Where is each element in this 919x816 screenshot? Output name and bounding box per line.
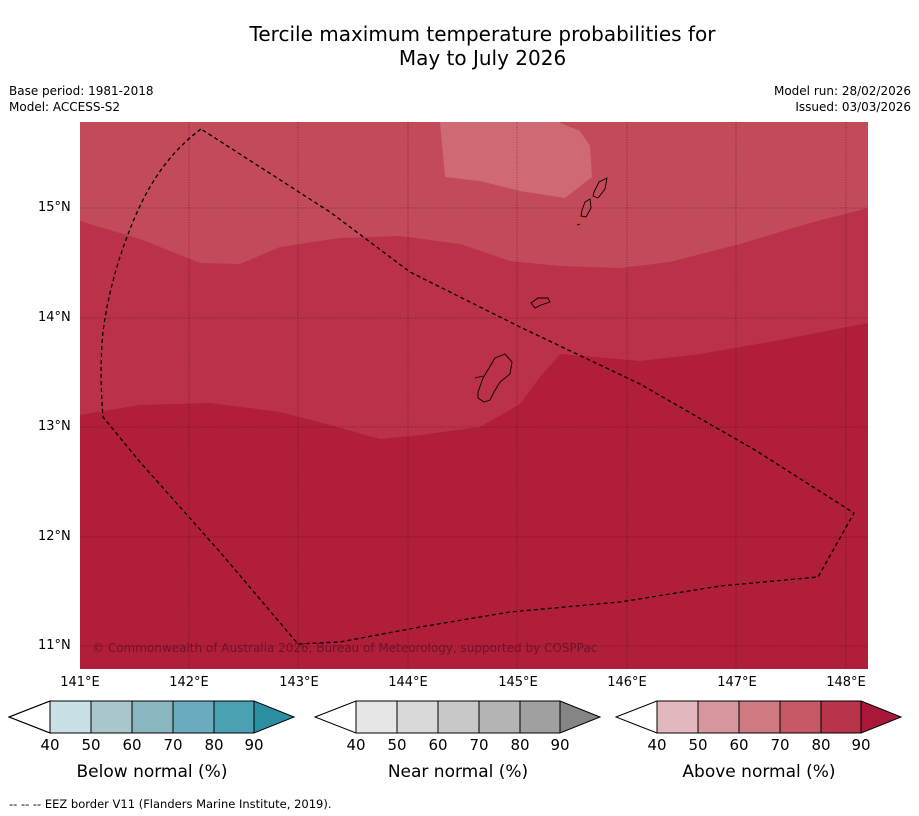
tick-label: 50 [81, 736, 101, 754]
colorbar-near-segment-80-90 [520, 701, 560, 733]
colorbar-near-segment-70-80 [479, 701, 520, 733]
colorbar-below-segment-80-90 [214, 701, 254, 733]
map-band-above-60-70 [440, 122, 592, 198]
colorbar-near-normal [314, 700, 602, 734]
eez-legend-note: -- -- -- EEZ border V11 (Flanders Marine… [9, 797, 332, 811]
model-name: Model: ACCESS-S2 [9, 100, 121, 114]
tick-label: 40 [40, 736, 60, 754]
base-period: Base period: 1981-2018 [9, 84, 154, 98]
meta-right: Model run: 28/02/2026 Issued: 03/03/2026 [774, 83, 911, 115]
colorbar-below-segment-70-80 [173, 701, 214, 733]
copyright-notice: © Commonwealth of Australia 2026, Bureau… [92, 641, 598, 655]
colorbar-near-segment-50-60 [397, 701, 438, 733]
eez-border-line [100, 128, 855, 645]
tick-label: 60 [428, 736, 448, 754]
rota-island-outline [530, 297, 551, 309]
islands [474, 177, 608, 403]
meta-left: Base period: 1981-2018 Model: ACCESS-S2 [9, 83, 154, 115]
colorbar-above-segment-under40 [616, 701, 657, 733]
colorbar-above-label: Above normal (%) [682, 762, 836, 782]
tick-label: 80 [510, 736, 530, 754]
colorbar-below-outline [8, 700, 296, 734]
tick-label: 70 [770, 736, 790, 754]
lat-label-15n: 15°N [38, 200, 71, 215]
colorbar-below-label: Below normal (%) [76, 762, 228, 782]
colorbar-near-segment-over90 [560, 701, 600, 733]
tick-label: 60 [122, 736, 142, 754]
tick-label: 70 [469, 736, 489, 754]
issued-date: Issued: 03/03/2026 [795, 100, 911, 114]
model-run: Model run: 28/02/2026 [773, 84, 911, 98]
lon-label-147e: 147°E [717, 675, 757, 690]
tick-label: 50 [387, 736, 407, 754]
colorbar-above-segment-60-70 [739, 701, 780, 733]
lat-label-12n: 12°N [38, 529, 71, 544]
aguijan-island-outline [576, 223, 581, 226]
colorbar-below-segment-under40 [8, 700, 51, 734]
map-band-above-70-80 [80, 122, 868, 268]
tick-label: 80 [204, 736, 224, 754]
lat-label-13n: 13°N [38, 419, 71, 434]
colorbar-above-segment-70-80 [780, 701, 821, 733]
tick-label: 90 [550, 736, 570, 754]
colorbar-below-normal [8, 700, 296, 734]
lon-label-148e: 148°E [826, 675, 866, 690]
lon-label-144e: 144°E [388, 675, 428, 690]
title-line-2: May to July 2026 [398, 46, 567, 70]
guam-island-outline [474, 353, 513, 403]
colorbar-below-segment-40-50 [50, 701, 91, 733]
graticule [80, 122, 868, 669]
lon-label-142e: 142°E [169, 675, 209, 690]
colorbar-above-segment-40-50 [657, 701, 698, 733]
colorbar-above-segment-50-60 [698, 701, 739, 733]
colorbar-above-outline [615, 700, 903, 734]
colorbar-near-outline [314, 700, 602, 734]
tick-label: 60 [729, 736, 749, 754]
colorbar-near-segment-under40 [315, 701, 356, 733]
colorbar-below-segment-over90 [254, 701, 294, 733]
chart-title: Tercile maximum temperature probabilitie… [0, 22, 919, 70]
tick-label: 40 [346, 736, 366, 754]
tick-label: 90 [851, 736, 871, 754]
tick-label: 70 [163, 736, 183, 754]
colorbar-near-label: Near normal (%) [387, 762, 529, 782]
tinian-island-outline [580, 198, 592, 218]
colorbar-above-segment-80-90 [821, 701, 861, 733]
saipan-island-outline [592, 177, 608, 199]
lat-label-11n: 11°N [38, 638, 71, 653]
colorbar-near-segment-60-70 [438, 701, 479, 733]
lat-label-14n: 14°N [38, 310, 71, 325]
colorbar-near-segment-40-50 [356, 701, 397, 733]
tick-label: 50 [688, 736, 708, 754]
probability-map [80, 122, 868, 669]
tick-label: 40 [647, 736, 667, 754]
lon-label-145e: 145°E [498, 675, 538, 690]
colorbar-above-segment-over90 [861, 701, 901, 733]
colorbar-above-normal [615, 700, 903, 734]
colorbar-below-segment-60-70 [132, 701, 173, 733]
tick-label: 90 [244, 736, 264, 754]
lon-label-146e: 146°E [607, 675, 647, 690]
lon-label-141e: 141°E [60, 675, 100, 690]
tick-label: 80 [811, 736, 831, 754]
title-line-1: Tercile maximum temperature probabilitie… [249, 22, 716, 46]
lon-label-143e: 143°E [279, 675, 319, 690]
colorbar-below-segment-50-60 [91, 701, 132, 733]
